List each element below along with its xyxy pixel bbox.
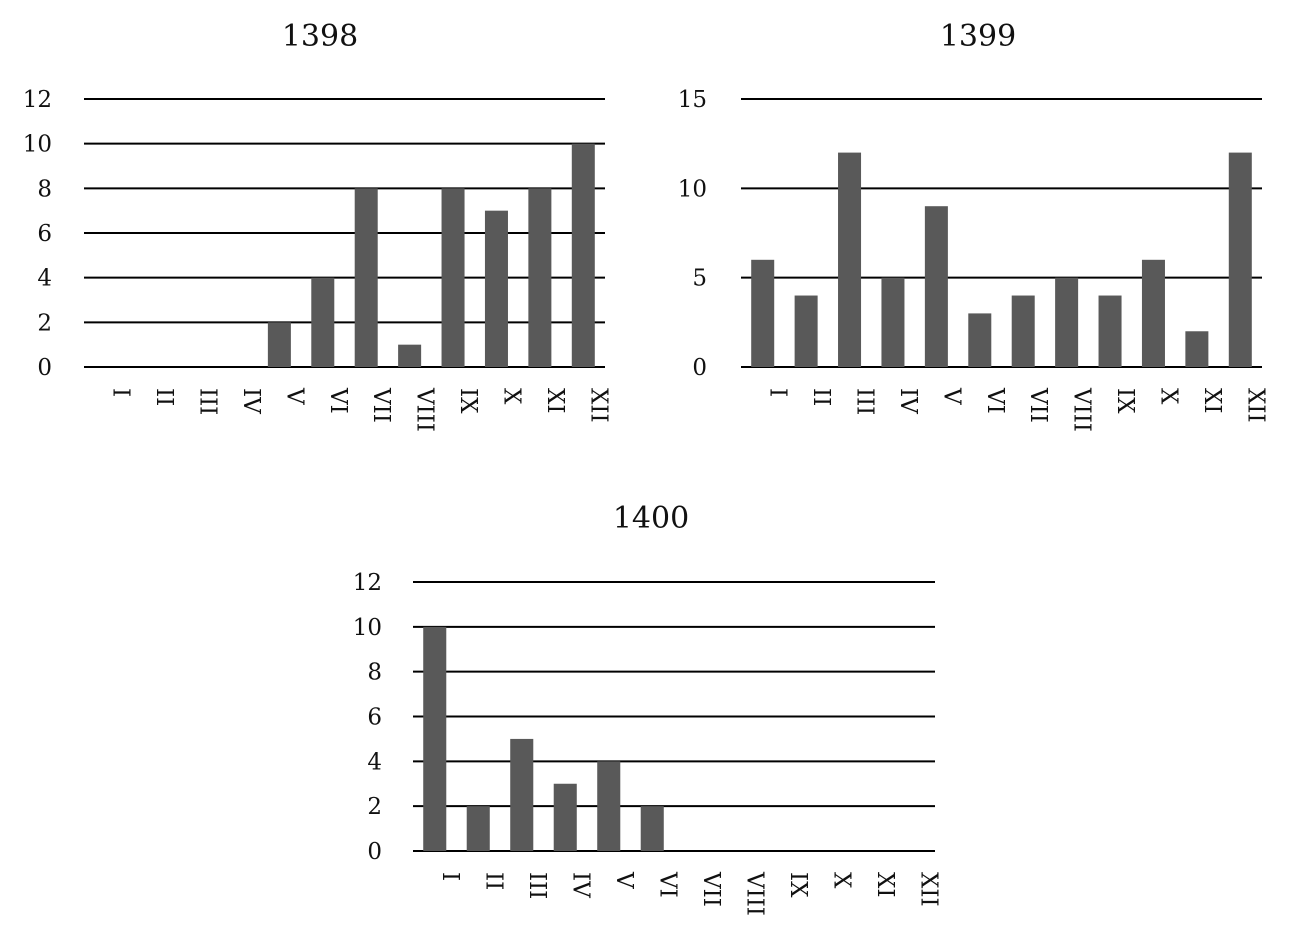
bar-VII [1011,295,1035,367]
x-tick-label: VII [698,871,724,907]
x-tick-label: IV [238,388,264,414]
bar-IV [553,783,577,851]
y-tick-label: 8 [37,176,52,202]
bar-IX [441,188,465,367]
x-tick-label: IV [895,388,921,414]
y-ticks-1398: 0 2 4 6 8 10 12 [23,87,52,381]
x-tick-label: V [938,387,964,405]
x-tick-label: III [195,388,221,415]
bar-V [597,761,621,851]
y-tick-label: 15 [678,87,707,113]
bar-II [466,806,490,851]
x-tick-label: V [281,387,307,405]
y-tick-label: 0 [37,355,52,381]
x-tick-label: IX [455,388,481,414]
x-tick-label: VI [654,871,680,898]
x-ticks-1398: I II III IV V VI VII VIII IX X XI XII [108,387,612,432]
bar-XI [528,188,552,367]
gridlines-1399 [741,98,1262,368]
x-tick-label: IX [1112,388,1138,414]
x-tick-label: XI [542,388,568,413]
bar-IV [881,277,905,367]
bar-VIII [1055,277,1079,367]
x-tick-label: VIII [1069,387,1095,432]
bar-I [423,626,447,851]
x-tick-label: XI [1199,388,1225,413]
y-tick-label: 4 [37,266,52,292]
bar-IX [1098,295,1122,367]
x-tick-label: XII [915,872,941,907]
bars-1398 [267,143,595,367]
x-tick-label: X [1155,388,1181,405]
x-tick-label: V [611,871,637,889]
x-tick-label: VIII [412,387,438,432]
bar-VI [640,806,664,851]
y-tick-label: 5 [692,266,707,292]
x-tick-label: VII [368,387,394,423]
y-tick-label: 10 [678,176,707,202]
bar-V [924,206,948,367]
bar-I [751,259,775,367]
x-tick-label: XII [1242,388,1268,423]
y-tick-label: 0 [367,839,382,865]
x-tick-label: VII [1025,387,1051,423]
bar-XI [1185,331,1209,367]
y-tick-label: 2 [367,794,382,820]
y-ticks-1399: 0 5 10 15 [678,87,707,381]
x-tick-label: II [808,388,834,406]
x-tick-label: I [765,388,791,397]
x-tick-label: IX [785,872,811,898]
bar-II [794,295,818,367]
y-ticks-1400: 0 2 4 6 8 10 12 [353,570,382,865]
x-tick-label: III [852,388,878,415]
y-tick-label: 8 [367,660,382,686]
bars-1400 [423,626,664,851]
bar-VI [968,313,992,367]
bar-XII [571,143,595,367]
y-tick-label: 12 [23,87,52,113]
y-tick-label: 12 [353,570,382,596]
bars-1399 [751,152,1252,367]
bar-III [510,738,534,851]
y-tick-label: 0 [692,355,707,381]
y-tick-label: 10 [23,132,52,158]
x-tick-label: IV [567,872,593,898]
bar-XII [1228,152,1252,367]
chart-title-1399: 1399 [940,19,1016,54]
x-ticks-1400: I II III IV V VI VII VIII IX X XI XII [437,871,942,916]
bar-VII [354,188,378,367]
x-tick-label: XII [585,388,611,423]
y-tick-label: 4 [367,749,382,775]
x-tick-label: II [151,388,177,406]
bar-VI [311,277,335,367]
y-tick-label: 2 [37,310,52,336]
gridlines-1400 [413,581,935,852]
x-tick-label: VIII [741,871,767,916]
chart-title-1400: 1400 [613,501,689,536]
x-tick-label: XI [872,872,898,897]
x-tick-label: III [524,872,550,899]
y-tick-label: 10 [353,615,382,641]
bar-III [838,152,862,367]
chart-title-1398: 1398 [282,19,358,54]
bar-V [267,322,291,367]
x-tick-label: X [828,872,854,889]
y-tick-label: 6 [37,221,52,247]
x-tick-label: VI [982,387,1008,414]
x-tick-label: I [437,872,463,881]
x-ticks-1399: I II III IV V VI VII VIII IX X XI XII [765,387,1269,432]
x-tick-label: II [480,872,506,890]
x-tick-label: VI [325,387,351,414]
bar-X [1141,259,1165,367]
y-tick-label: 6 [367,705,382,731]
bar-X [484,210,508,367]
x-tick-label: I [108,388,134,397]
x-tick-label: X [498,388,524,405]
bar-VIII [398,344,422,367]
gridlines-1398 [84,98,605,368]
